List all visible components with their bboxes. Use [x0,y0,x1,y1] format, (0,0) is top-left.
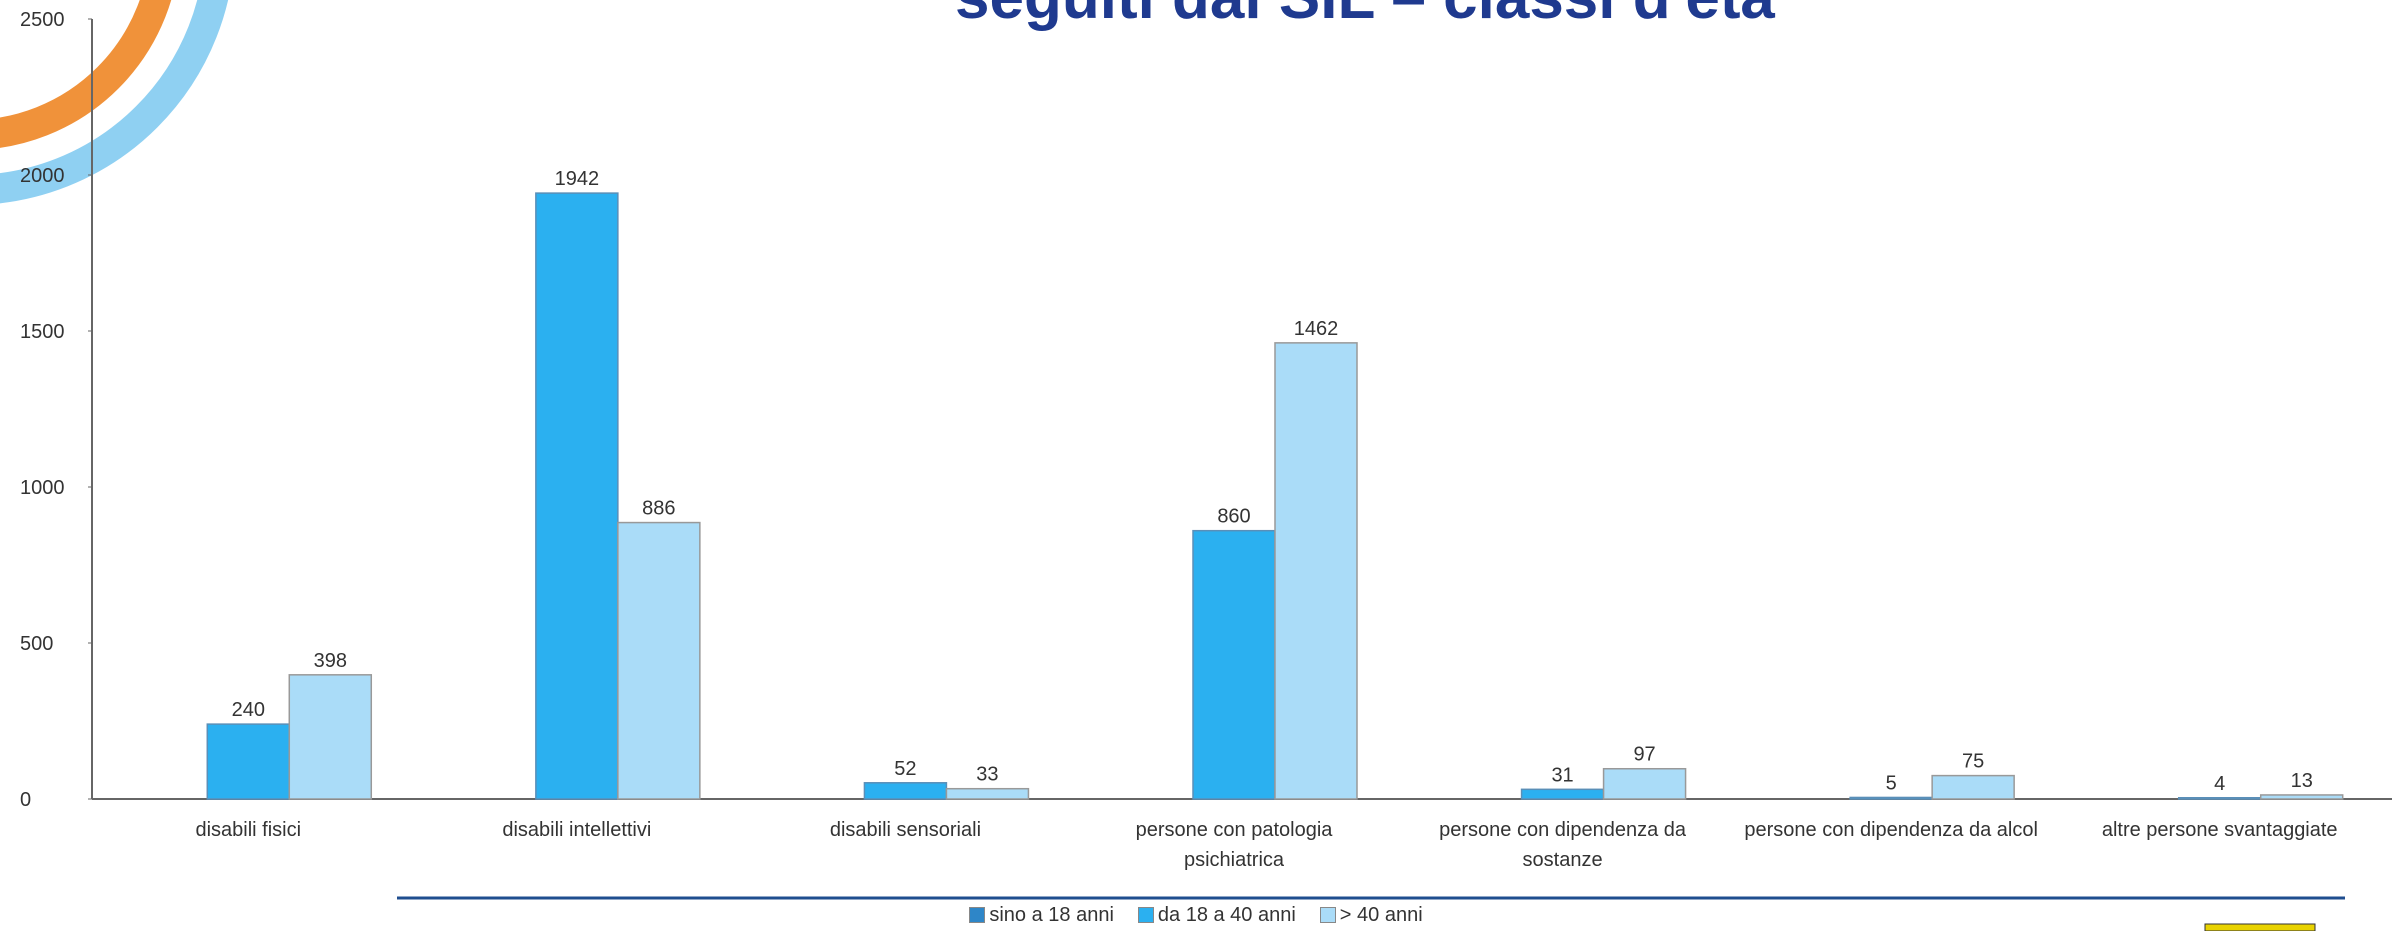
bar [289,675,371,799]
data-label: 240 [232,699,265,721]
data-label: 75 [1962,751,1984,773]
legend-item: da 18 a 40 anni [1138,904,1296,926]
data-label: 97 [1633,744,1655,766]
data-label: 1462 [1294,318,1339,340]
x-tick-label: persone con dipendenza da sostanze [1413,815,1713,875]
bar [2179,798,2261,799]
x-tick-label: altre persone svantaggiate [2070,815,2370,845]
legend-label: sino a 18 anni [989,904,1114,926]
data-label: 5 [1886,772,1897,794]
bar [1193,531,1275,799]
legend-label: da 18 a 40 anni [1158,904,1296,926]
data-label: 4 [2214,773,2225,795]
bar [946,789,1028,799]
data-label: 33 [976,764,998,786]
y-tick-label: 0 [20,789,31,811]
bar [1604,769,1686,799]
legend-swatch [1320,907,1336,923]
bar [864,783,946,799]
data-label: 13 [2291,770,2313,792]
bar [536,193,618,799]
bar [1932,776,2014,799]
data-label: 886 [642,498,675,520]
chart: seguiti dal SIL – classi d'età 0 500 1000 1… [0,0,2392,931]
x-tick-label: disabili intellettivi [427,815,727,845]
legend-swatch [969,907,985,923]
y-tick-label: 1000 [20,477,65,499]
x-tick-label: persone con patologia psichiatrica [1084,815,1384,875]
y-tick-label: 2000 [20,165,65,187]
legend-item: > 40 anni [1320,904,1423,926]
y-tick-label: 500 [20,633,53,655]
bar [2261,795,2343,799]
x-tick-label: disabili fisici [98,815,398,845]
data-label: 860 [1217,506,1250,528]
data-label: 398 [314,650,347,672]
y-tick-label: 1500 [20,321,65,343]
legend-label: > 40 anni [1340,904,1423,926]
legend-swatch [1138,907,1154,923]
data-label: 52 [894,758,916,780]
legend: sino a 18 anni da 18 a 40 anni > 40 anni [0,904,2392,927]
x-tick-label: disabili sensoriali [755,815,1055,845]
data-label: 1942 [555,168,600,190]
chart-title: seguiti dal SIL – classi d'età [955,0,1775,32]
bar [1522,789,1604,799]
data-label: 31 [1551,764,1573,786]
legend-item: sino a 18 anni [969,904,1114,926]
y-tick-label: 2500 [20,9,65,31]
bar [618,523,700,799]
x-tick-label: persone con dipendenza da alcol [1741,815,2041,845]
bar [1275,343,1357,799]
page: {"chart_data": {"type": "bar", "title": … [0,0,2392,931]
bar [1850,797,1932,799]
bar [207,724,289,799]
